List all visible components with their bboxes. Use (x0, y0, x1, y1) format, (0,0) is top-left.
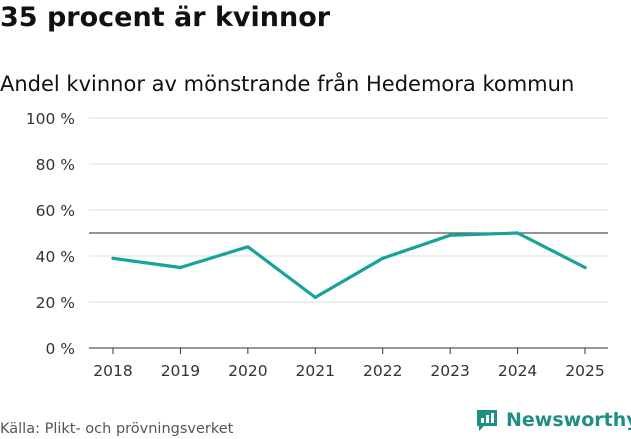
chart-title: 35 procent är kvinnor (0, 2, 331, 33)
data-point (313, 295, 317, 299)
y-tick-label: 20 % (36, 294, 75, 312)
y-tick-label: 0 % (45, 340, 75, 358)
brand-name: Newsworthy (506, 409, 631, 431)
source-note: Källa: Plikt- och prövningsverket (0, 421, 234, 437)
y-tick-label: 60 % (36, 202, 75, 220)
series-line (111, 231, 587, 299)
x-tick-label: 2019 (161, 362, 200, 380)
x-tick-label: 2025 (565, 362, 604, 380)
x-tick-label: 2024 (498, 362, 537, 380)
x-tick-label: 2020 (228, 362, 267, 380)
chart-subtitle: Andel kvinnor av mönstrande från Hedemor… (0, 72, 575, 96)
data-point (515, 231, 520, 235)
data-point (178, 265, 183, 270)
y-tick-label: 40 % (36, 248, 75, 266)
y-tick-label: 100 % (26, 110, 75, 128)
data-point (111, 256, 115, 260)
data-point (583, 265, 587, 270)
x-tick-label: 2022 (363, 362, 402, 380)
x-tick-label: 2018 (93, 362, 132, 380)
y-tick-label: 80 % (36, 156, 75, 174)
data-point (448, 233, 452, 237)
bar-chart-speech-icon (477, 410, 497, 431)
x-tick-label: 2021 (296, 362, 335, 380)
data-point (246, 245, 250, 249)
data-point (381, 256, 385, 260)
brand-logo: Newsworthy (475, 408, 631, 432)
x-tick-label: 2023 (430, 362, 469, 380)
